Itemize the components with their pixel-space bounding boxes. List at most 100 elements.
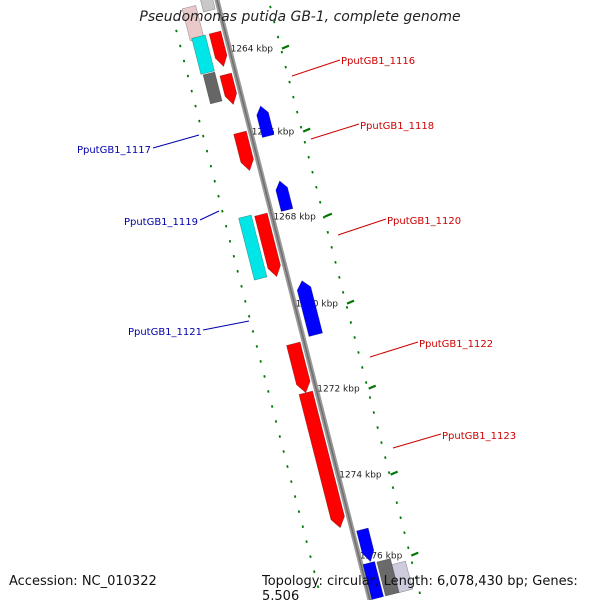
gene-label-leader <box>337 218 387 236</box>
ring-tick <box>338 275 341 279</box>
ring-tick <box>395 501 398 505</box>
ring-tick <box>175 29 178 33</box>
ring-tick <box>353 336 356 339</box>
ring-tick <box>316 585 320 589</box>
ring-tick <box>364 381 368 384</box>
ring-tick <box>198 119 201 123</box>
kbp-major-tick <box>410 551 419 557</box>
ring-tick <box>255 345 258 348</box>
ring-tick <box>221 209 224 213</box>
ring-tick <box>341 291 345 294</box>
kbp-major-tick <box>302 127 311 133</box>
ring-tick <box>225 224 228 228</box>
ring-tick <box>345 306 349 309</box>
ring-tick <box>276 35 280 39</box>
gene-arrow-reverse <box>275 180 294 212</box>
ring-tick <box>305 540 308 544</box>
kbp-tick-label: 1274 kbp <box>339 471 382 481</box>
ring-tick <box>186 74 190 78</box>
ring-tick <box>213 179 216 183</box>
gene-labels: PputGB1_1116 PputGB1_1117 PputGB1_1118 Pput… <box>77 56 516 449</box>
ring-tick <box>282 450 285 453</box>
ring-tick <box>410 561 414 565</box>
ring-tick <box>403 531 406 535</box>
ring-tick <box>387 471 391 475</box>
gene-block-reverse <box>362 561 384 600</box>
kbp-major-tick <box>368 384 377 390</box>
accession-text: Accession: NC_010322 <box>9 574 157 589</box>
ring-tick <box>259 360 262 363</box>
ring-tick <box>182 59 186 63</box>
ring-tick <box>319 200 322 204</box>
gene-label: PputGB1_1119 <box>124 217 198 228</box>
ring-tick <box>269 5 272 9</box>
ring-tick <box>296 110 299 114</box>
kbp-tick-label: 1272 kbp <box>317 385 360 395</box>
gene-label: PputGB1_1116 <box>341 56 415 67</box>
ring-tick <box>311 170 314 174</box>
map-title: Pseudomonas putida GB-1, complete genome <box>139 9 461 25</box>
outer-tick-ring-right <box>175 29 320 589</box>
gene-label-leader <box>310 123 360 140</box>
ring-tick <box>236 269 239 273</box>
ring-tick <box>278 435 281 438</box>
ring-tick <box>232 254 236 258</box>
ring-tick <box>247 314 251 318</box>
feature-block-grey <box>202 71 223 105</box>
ring-tick <box>307 155 310 159</box>
ring-tick <box>280 50 284 54</box>
ring-tick <box>263 375 266 378</box>
ring-tick <box>202 134 205 138</box>
ring-tick <box>251 329 255 333</box>
cds-block-cyan <box>191 34 215 75</box>
feature-slab-grey-light <box>200 0 216 13</box>
ring-tick <box>290 480 293 483</box>
kbp-tick-label: 1264 kbp <box>231 45 274 55</box>
ring-tick <box>303 140 307 144</box>
ring-tick <box>267 390 270 393</box>
gene-arrow-reverse <box>256 105 275 138</box>
ring-tick <box>274 420 278 423</box>
feature-slab-faded <box>181 5 205 42</box>
gene-label: PputGB1_1120 <box>387 216 461 227</box>
ring-tick <box>217 194 220 198</box>
ring-tick <box>284 65 287 69</box>
cds-block-cyan <box>238 214 268 281</box>
ring-tick <box>286 465 289 468</box>
gene-arrow-forward <box>298 390 345 529</box>
ring-tick <box>205 149 209 153</box>
gene-arrow-reverse <box>356 527 375 563</box>
ring-tick <box>368 396 372 399</box>
kbp-major-tick <box>281 44 290 50</box>
kbp-major-tick <box>346 299 355 305</box>
ring-tick <box>326 230 330 234</box>
kbp-major-tick <box>324 212 333 218</box>
feature-block-faded <box>391 560 414 593</box>
gene-label: PputGB1_1122 <box>419 339 493 350</box>
gene-features <box>181 0 414 600</box>
ring-tick <box>384 456 387 459</box>
ring-tick <box>313 570 316 574</box>
ring-tick <box>399 516 402 520</box>
ring-tick <box>418 591 421 595</box>
gene-arrow-forward <box>233 130 254 172</box>
gene-arrow-forward <box>208 30 228 68</box>
gene-label-leader <box>291 59 341 77</box>
ring-tick <box>330 245 333 249</box>
kbp-tick-label: 1268 kbp <box>273 213 316 223</box>
gene-label-leader <box>152 134 200 149</box>
gene-arrow-reverse <box>296 280 323 337</box>
ring-tick <box>380 441 383 444</box>
ring-tick <box>407 546 410 550</box>
ring-tick <box>414 576 418 580</box>
gene-label-leader <box>202 320 250 331</box>
ring-tick <box>240 284 243 288</box>
ring-tick <box>357 351 360 354</box>
gene-label: PputGB1_1123 <box>442 431 516 442</box>
ring-tick <box>309 555 312 559</box>
ring-tick <box>209 164 213 168</box>
ring-tick <box>372 411 375 414</box>
ring-tick <box>270 405 274 408</box>
